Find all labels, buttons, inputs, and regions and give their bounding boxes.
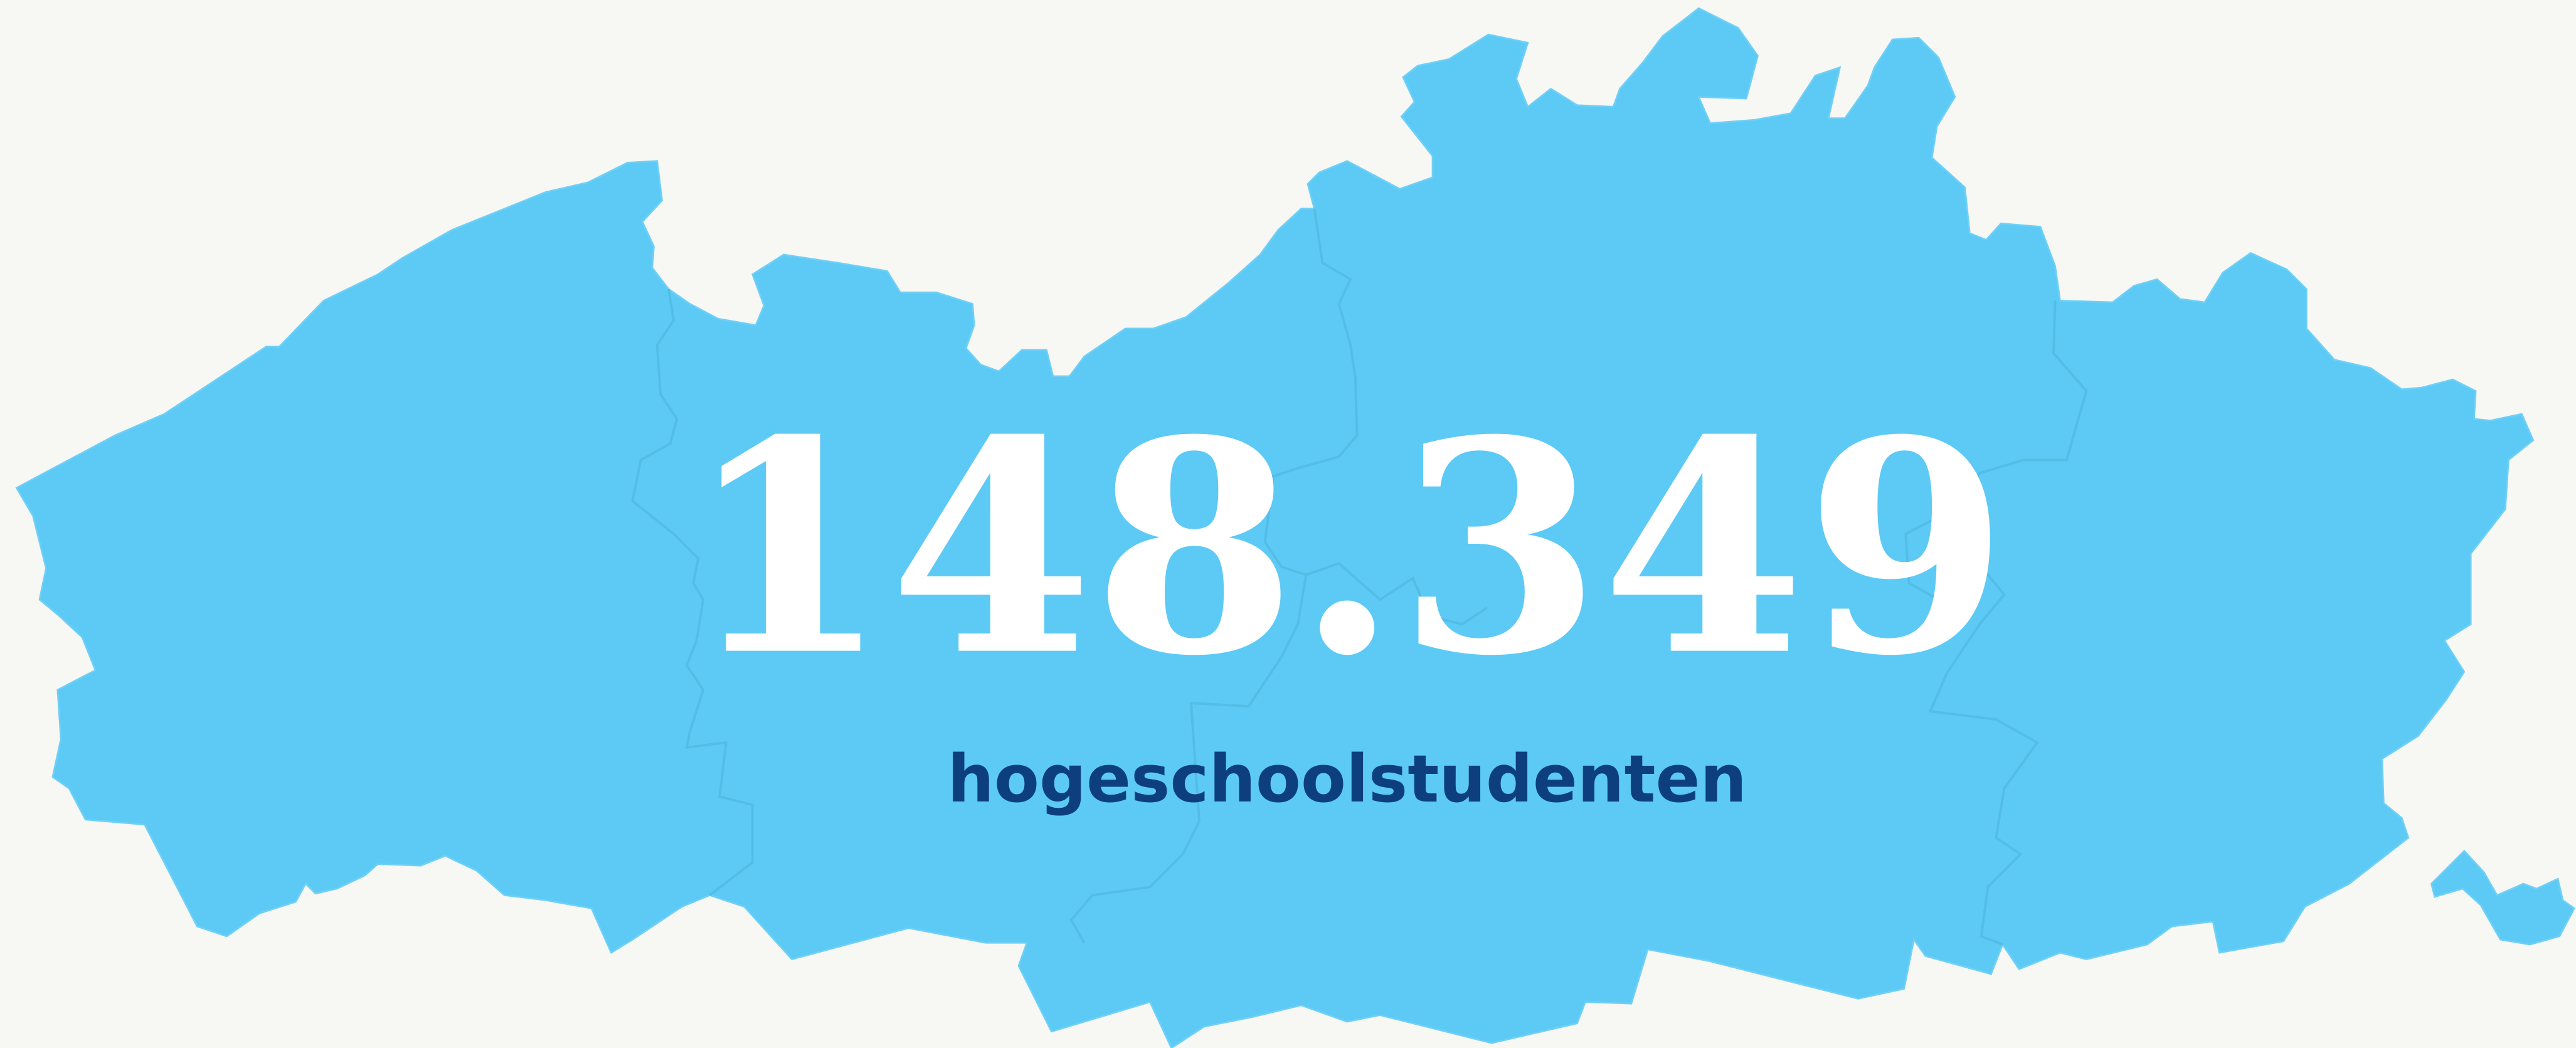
province-borders: [631, 208, 2088, 946]
region-outline: [15, 7, 2535, 1048]
stat-value: 148.349: [686, 376, 2008, 720]
stat-label: hogeschoolstudenten: [947, 741, 1747, 817]
border: [1904, 300, 2088, 946]
exclave: [2430, 849, 2575, 946]
border: [631, 288, 754, 896]
flanders-map: [15, 7, 2575, 1048]
border: [1069, 208, 1359, 944]
border: [1305, 562, 1488, 626]
